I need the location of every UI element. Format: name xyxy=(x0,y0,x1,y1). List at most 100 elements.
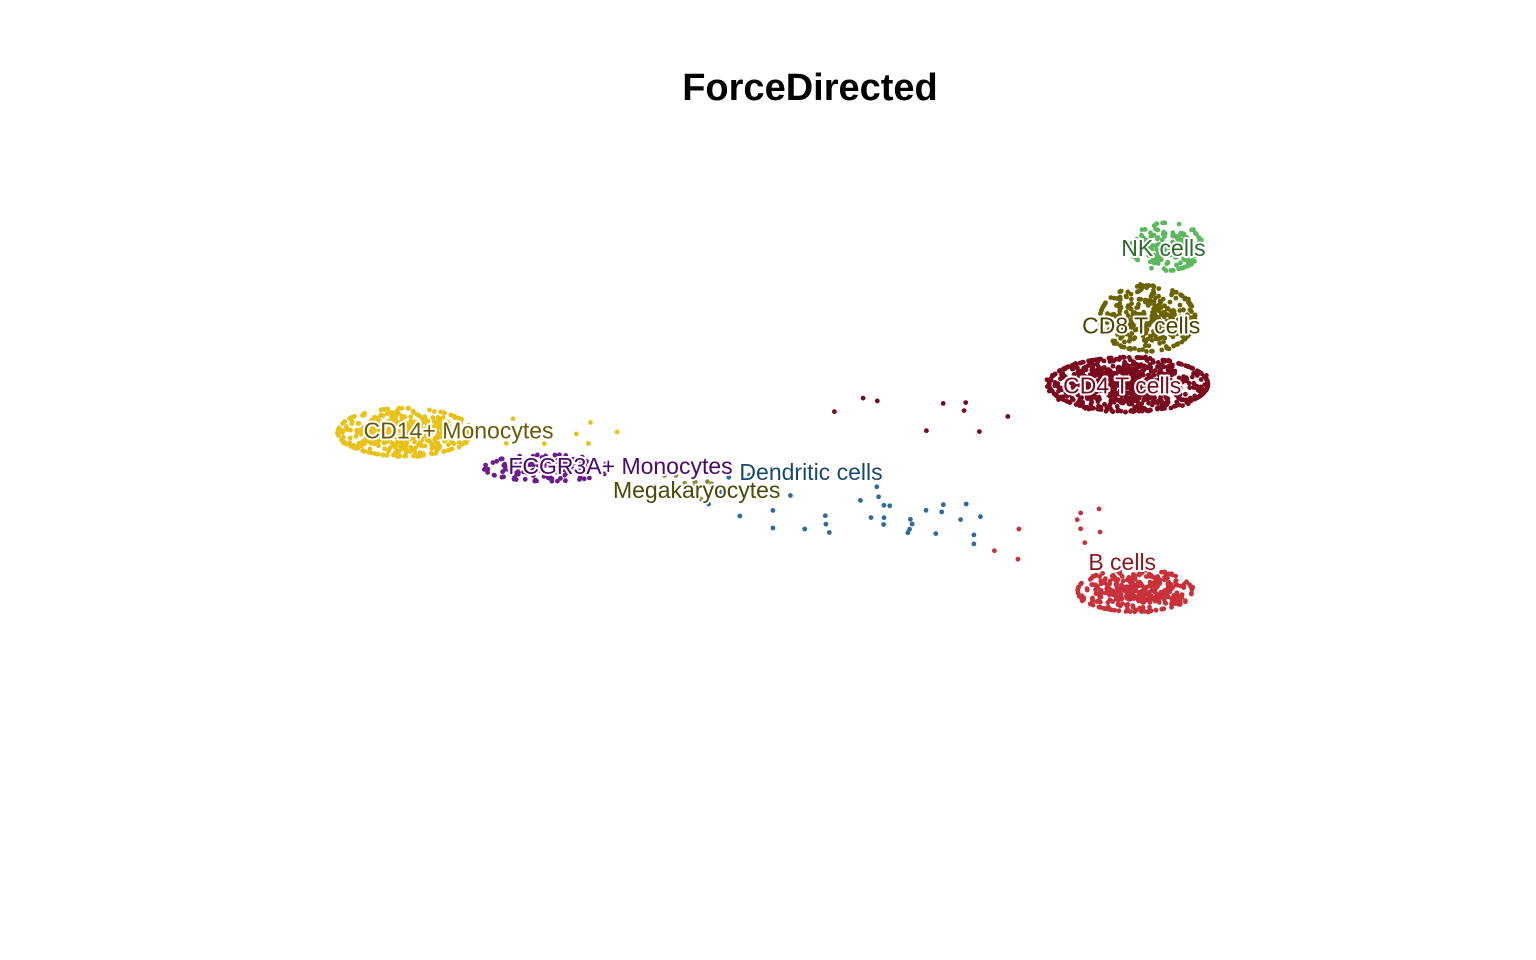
cell-point xyxy=(1116,314,1121,320)
cell-point xyxy=(543,453,548,459)
cell-point xyxy=(1133,573,1138,579)
cell-point xyxy=(1179,592,1185,597)
cell-point xyxy=(1055,381,1061,387)
cell-point xyxy=(1127,337,1133,343)
cell-point xyxy=(747,472,752,478)
cell-point xyxy=(485,470,490,475)
cell-point xyxy=(1160,220,1165,226)
cell-point xyxy=(1161,378,1166,384)
cell-point xyxy=(1118,288,1123,294)
cell-point xyxy=(553,469,559,475)
cell-point xyxy=(445,447,451,453)
cell-point xyxy=(1188,258,1194,264)
cell-point xyxy=(1176,375,1182,381)
cell-point xyxy=(1121,344,1127,350)
cell-point xyxy=(391,427,397,432)
cell-point xyxy=(1160,384,1166,390)
cell-point xyxy=(439,433,445,438)
cell-point xyxy=(1111,358,1116,364)
cell-point xyxy=(1205,379,1210,384)
cell-point xyxy=(1142,609,1147,614)
cell-point xyxy=(521,469,526,475)
cell-point xyxy=(1178,251,1184,257)
cell-point xyxy=(1136,241,1142,247)
cell-point xyxy=(1150,389,1156,395)
cell-point xyxy=(378,412,384,418)
cell-point xyxy=(1178,266,1184,271)
cell-point xyxy=(1141,337,1147,343)
cell-point xyxy=(1116,357,1122,362)
cell-point xyxy=(451,441,457,446)
cell-point xyxy=(1086,358,1092,364)
cell-point xyxy=(386,449,391,454)
cell-point xyxy=(1148,319,1154,325)
cell-point xyxy=(1120,334,1125,339)
cell-point xyxy=(1080,359,1086,365)
cell-point xyxy=(358,431,364,437)
cell-point xyxy=(1140,347,1145,352)
cell-point xyxy=(445,442,451,448)
cell-point xyxy=(1157,327,1162,333)
cell-point xyxy=(468,431,474,437)
cell-point xyxy=(1126,576,1132,582)
cell-point xyxy=(340,421,345,426)
cell-point xyxy=(1124,363,1130,368)
cell-point xyxy=(1094,362,1100,367)
cell-point xyxy=(941,502,946,508)
cell-point xyxy=(1058,385,1064,391)
cell-point xyxy=(1174,246,1180,252)
cell-point xyxy=(1177,598,1183,603)
cell-point xyxy=(1132,392,1138,398)
cell-point xyxy=(523,463,529,469)
cell-point xyxy=(519,461,524,467)
cell-point xyxy=(662,473,667,478)
cell-point xyxy=(1161,595,1167,601)
label-cd4-t-cells: CD4 T cells xyxy=(1063,372,1181,398)
cell-point xyxy=(1102,378,1108,384)
cell-point xyxy=(548,469,554,475)
cell-point xyxy=(1052,371,1058,377)
cell-point xyxy=(1134,284,1140,289)
cell-point xyxy=(535,452,540,458)
cell-point xyxy=(1097,320,1103,325)
cell-point xyxy=(1089,386,1095,392)
cell-point xyxy=(1166,579,1171,585)
cell-point xyxy=(1156,596,1161,601)
cell-point xyxy=(1129,301,1134,306)
cell-point xyxy=(419,427,425,432)
cell-point xyxy=(1164,261,1170,267)
cell-point xyxy=(382,427,388,432)
cell-point xyxy=(958,517,963,522)
cell-point xyxy=(1097,595,1103,600)
cluster-cd14-monocytes xyxy=(335,405,474,459)
cell-point xyxy=(1121,354,1127,360)
cell-point xyxy=(1105,606,1110,612)
cell-point xyxy=(1105,311,1110,316)
cell-point xyxy=(1168,405,1174,411)
cell-point xyxy=(1063,381,1069,387)
cell-point xyxy=(1106,327,1112,333)
cell-point xyxy=(413,445,418,451)
label-nk-cells: NK cells xyxy=(1121,235,1205,261)
cell-point xyxy=(574,431,579,437)
cell-point xyxy=(1134,316,1140,322)
cell-point xyxy=(1177,242,1182,248)
cell-point xyxy=(1112,321,1117,326)
cell-point xyxy=(709,481,715,487)
cell-point xyxy=(515,466,521,471)
cell-point xyxy=(1156,286,1162,291)
cell-point xyxy=(1071,372,1077,377)
cell-point xyxy=(464,429,470,435)
cell-point xyxy=(563,478,568,484)
cell-point xyxy=(415,421,421,427)
cell-point xyxy=(1170,242,1176,248)
cell-point xyxy=(1153,379,1159,385)
cell-point xyxy=(1173,295,1179,301)
cell-point xyxy=(592,461,598,467)
cell-point xyxy=(1119,596,1124,602)
cell-point xyxy=(1127,397,1133,402)
cell-point xyxy=(1103,590,1108,596)
cell-point xyxy=(1102,388,1107,394)
cell-point xyxy=(1128,306,1134,312)
cell-point xyxy=(1129,246,1135,252)
